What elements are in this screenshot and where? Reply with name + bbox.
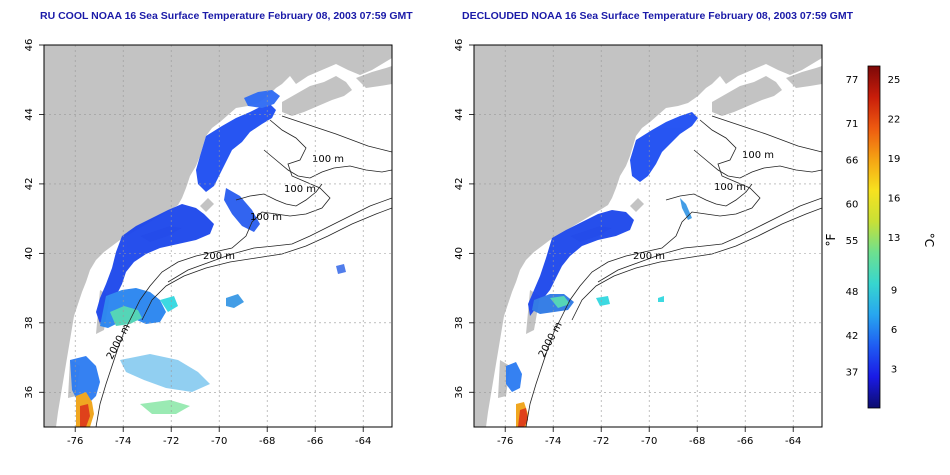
colorbar-celsius-tick: 3 bbox=[891, 365, 897, 376]
y-tick-label: 40 bbox=[24, 247, 35, 260]
x-tick-label: -64 bbox=[355, 436, 371, 447]
x-tick-label: -72 bbox=[593, 436, 609, 447]
y-tick-label: 40 bbox=[454, 247, 465, 260]
left-sst-georges bbox=[224, 188, 260, 232]
colorbar-fahrenheit-tick: 77 bbox=[846, 75, 859, 86]
left-bathy-label-100c: 100 m bbox=[250, 212, 282, 223]
right-frame bbox=[473, 44, 823, 428]
left-map-panel: 100 m 100 m 100 m 200 m 2000 m -76 -74 -72… bbox=[24, 39, 393, 447]
colorbar-celsius-tick: 25 bbox=[888, 75, 901, 86]
left-sst-scattered-2 bbox=[140, 400, 190, 414]
right-sst-shelf-ne bbox=[528, 210, 634, 316]
x-tick-label: -76 bbox=[67, 436, 83, 447]
left-sst-scattered-1 bbox=[120, 354, 210, 392]
right-panel-title: DECLOUDED NOAA 16 Sea Surface Temperatur… bbox=[462, 10, 853, 22]
right-nova-scotia bbox=[712, 76, 782, 116]
left-bathymetry bbox=[95, 115, 392, 427]
left-nova-scotia bbox=[282, 76, 352, 116]
left-cape-cod bbox=[200, 198, 214, 212]
left-bathy-label-100b: 100 m bbox=[284, 184, 316, 195]
colorbar-fahrenheit-label: °F bbox=[824, 233, 838, 246]
colorbar-celsius-tick: 16 bbox=[888, 194, 901, 205]
left-sst-shelf-green bbox=[110, 306, 142, 326]
colorbar-celsius-tick: 22 bbox=[888, 115, 901, 126]
x-tick-label: -64 bbox=[785, 436, 801, 447]
y-tick-label: 46 bbox=[454, 39, 465, 52]
colorbar-fahrenheit-tick: 37 bbox=[846, 367, 859, 378]
x-tick-label: -74 bbox=[545, 436, 561, 447]
left-cape-breton bbox=[356, 66, 392, 88]
left-sst-gulf-of-maine bbox=[196, 104, 276, 192]
x-tick-label: -66 bbox=[737, 436, 753, 447]
left-frame bbox=[43, 44, 393, 428]
right-bathymetry bbox=[525, 115, 822, 427]
left-panel-title: RU COOL NOAA 16 Sea Surface Temperature … bbox=[40, 10, 413, 22]
right-sst-gulfstream-hot bbox=[518, 408, 528, 427]
left-ticks: -76 -74 -72 -70 -68 -66 -64 36 38 40 42 44 46 bbox=[24, 39, 371, 447]
y-tick-label: 46 bbox=[24, 39, 35, 52]
colorbar-fahrenheit-tick: 66 bbox=[846, 156, 859, 167]
x-tick-label: -74 bbox=[115, 436, 131, 447]
y-tick-label: 36 bbox=[454, 386, 465, 399]
y-tick-label: 38 bbox=[24, 316, 35, 329]
left-land bbox=[44, 45, 392, 427]
right-cape-cod bbox=[630, 198, 644, 212]
colorbar-fahrenheit-tick: 60 bbox=[846, 199, 859, 210]
colorbar-fahrenheit-tick: 71 bbox=[846, 119, 859, 130]
left-sst-blob2 bbox=[160, 296, 178, 312]
right-sst-shelf-green bbox=[550, 296, 570, 308]
x-tick-label: -72 bbox=[163, 436, 179, 447]
right-ticks: -76 -74 -72 -70 -68 -66 -64 36 38 40 42 44 46 bbox=[454, 39, 801, 447]
colorbar-celsius-tick: 6 bbox=[891, 325, 897, 336]
colorbar-celsius-label: °C bbox=[922, 233, 936, 247]
colorbar-fahrenheit-tick: 55 bbox=[846, 236, 859, 247]
y-tick-label: 42 bbox=[24, 178, 35, 191]
colorbar-celsius-tick: 19 bbox=[888, 154, 901, 165]
right-grid bbox=[474, 44, 822, 427]
y-tick-label: 38 bbox=[454, 316, 465, 329]
x-tick-label: -70 bbox=[641, 436, 657, 447]
colorbar-fahrenheit-tick: 42 bbox=[846, 331, 859, 342]
right-land bbox=[474, 45, 822, 427]
left-sst-south bbox=[70, 356, 100, 404]
right-bathy-label-100b: 100 m bbox=[714, 182, 746, 193]
colorbar-celsius-tick: 9 bbox=[891, 286, 897, 297]
x-tick-label: -66 bbox=[307, 436, 323, 447]
y-tick-label: 44 bbox=[454, 108, 465, 121]
x-tick-label: -68 bbox=[259, 436, 275, 447]
right-sst-blob bbox=[596, 296, 610, 306]
y-tick-label: 44 bbox=[24, 108, 35, 121]
x-tick-label: -70 bbox=[211, 436, 227, 447]
right-cape-breton bbox=[786, 66, 822, 88]
left-sst-bay-of-fundy bbox=[244, 90, 280, 108]
y-tick-label: 36 bbox=[24, 386, 35, 399]
colorbar-celsius-tick: 13 bbox=[888, 233, 901, 244]
colorbar-scale bbox=[867, 65, 881, 409]
colorbar-fahrenheit-tick: 48 bbox=[846, 287, 859, 298]
left-sst-shelf-ne bbox=[96, 204, 214, 324]
x-tick-label: -68 bbox=[689, 436, 705, 447]
right-sst-blob2 bbox=[658, 296, 664, 302]
right-bathy-label-100a: 100 m bbox=[742, 150, 774, 161]
right-map-panel: 100 m 100 m 200 m 2000 m -76 -74 -72 -70 -68… bbox=[454, 39, 823, 447]
x-tick-label: -76 bbox=[497, 436, 513, 447]
left-sst-gulfstream-hot bbox=[80, 404, 90, 427]
y-tick-label: 42 bbox=[454, 178, 465, 191]
right-sst-south bbox=[506, 362, 522, 392]
left-sst-blob bbox=[226, 294, 244, 308]
colorbar-ticks: 25 22 19 16 13 9 6 3 77 71 66 60 55 48 42 37 bbox=[846, 75, 901, 378]
colorbar: 25 22 19 16 13 9 6 3 77 71 66 60 55 48 42 37 °F °C bbox=[824, 65, 936, 409]
left-bathy-label-100a: 100 m bbox=[312, 154, 344, 165]
right-sst-gulf-of-maine bbox=[630, 112, 698, 182]
left-sst-blob3 bbox=[336, 264, 346, 274]
